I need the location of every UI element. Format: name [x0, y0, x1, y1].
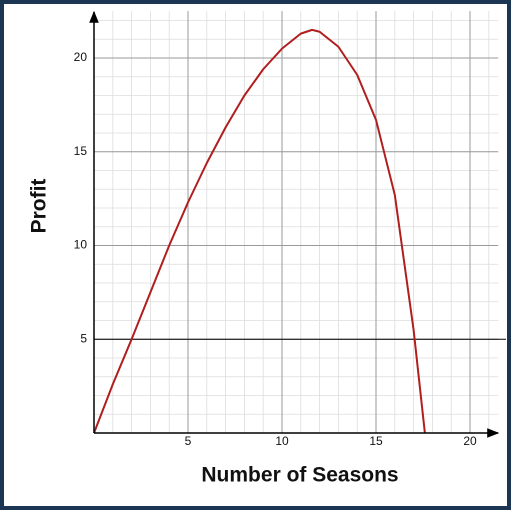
y-tick-label: 5	[80, 331, 87, 345]
y-tick-label: 20	[74, 50, 88, 64]
y-tick-label: 15	[74, 144, 88, 158]
data-line	[93, 28, 426, 434]
grid	[94, 11, 506, 433]
x-axis-title: Number of Seasons	[201, 464, 398, 487]
x-tick-label: 20	[463, 434, 477, 448]
y-tick-label: 10	[74, 238, 88, 252]
x-tick-label: 10	[275, 434, 289, 448]
plot	[93, 28, 426, 434]
x-tick-label: 15	[369, 434, 383, 448]
x-tick-label: 5	[185, 434, 192, 448]
y-axis-title: Profit	[28, 179, 51, 234]
